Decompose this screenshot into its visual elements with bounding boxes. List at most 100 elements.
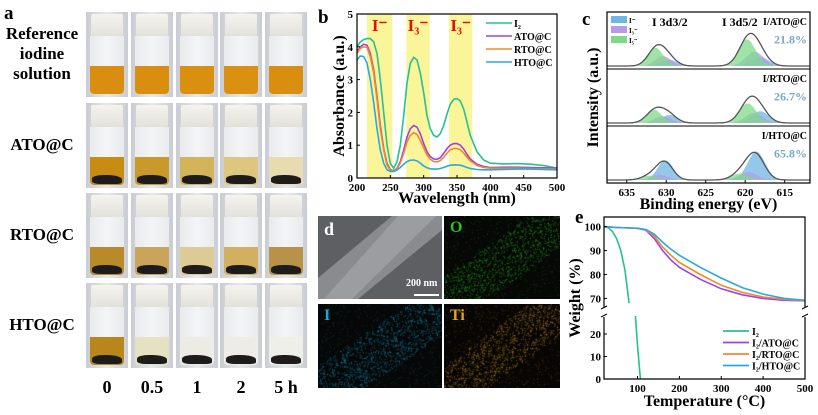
vial-photo xyxy=(220,283,262,368)
adsorbent-solid xyxy=(271,265,301,274)
vial-cap xyxy=(91,14,123,36)
highlight-band xyxy=(406,14,430,178)
adsorbent-solid xyxy=(92,355,122,364)
x-tick-label: 625 xyxy=(697,187,714,199)
vial-photo xyxy=(220,103,262,188)
vial-cap xyxy=(136,195,168,217)
vial-cap xyxy=(136,285,168,307)
envelope-line xyxy=(607,32,810,67)
adsorbent-solid xyxy=(92,265,122,274)
sample-label: I/HTO@C xyxy=(762,131,807,142)
vial-liquid xyxy=(180,66,214,94)
vial-cap xyxy=(225,105,257,127)
percent-label: 65.8% xyxy=(774,146,807,160)
axis-break-mark xyxy=(801,313,809,318)
x-tick-label: 250 xyxy=(382,182,399,194)
vial-cap xyxy=(270,285,302,307)
vial-photo xyxy=(131,12,173,97)
legend-swatch xyxy=(611,26,627,33)
axis-break-mark xyxy=(600,305,608,310)
adsorbent-solid xyxy=(182,355,212,364)
x-tick-label: 200 xyxy=(671,383,688,395)
vial-cap xyxy=(225,285,257,307)
sem-image: d 200 nm xyxy=(318,216,442,299)
y-tick-label: 0 xyxy=(348,173,354,185)
eds-map-i: I xyxy=(318,304,442,388)
peak-label: I 3d5/2 xyxy=(722,15,758,29)
band-label: I₃⁻ xyxy=(450,16,471,35)
percent-label: 26.7% xyxy=(774,89,807,103)
series-line xyxy=(634,315,642,380)
panel-letter-a: a xyxy=(4,3,14,24)
x-tick-label: 500 xyxy=(549,182,566,194)
vial-photo xyxy=(220,12,262,97)
x-tick-label: 300 xyxy=(415,182,432,194)
row-label: RTO@C xyxy=(9,225,75,244)
series-line xyxy=(356,45,558,172)
time-label: 5 h xyxy=(274,377,298,397)
x-tick-label: 400 xyxy=(482,182,499,194)
y-tick-label: 90 xyxy=(590,246,602,258)
legend-label: I₃⁻ xyxy=(629,27,638,35)
axis-break-mark xyxy=(801,305,809,310)
panel-letter-c: c xyxy=(582,9,591,30)
vial-cap xyxy=(270,14,302,36)
adsorbent-solid xyxy=(226,265,256,274)
eds-label-i: I xyxy=(324,307,331,324)
sample-label: I/RTO@C xyxy=(763,74,807,85)
vial-cap xyxy=(181,285,213,307)
x-axis-label: Temperature (°C) xyxy=(644,393,765,410)
vial-photo xyxy=(176,283,218,368)
legend-label: I⁻ xyxy=(629,17,636,25)
y-axis-label: Intensity (a.u.) xyxy=(585,47,602,147)
eds-label-o: O xyxy=(450,219,463,236)
eds-map-o: O xyxy=(444,216,560,299)
panel-letter-d: d xyxy=(324,219,335,239)
vial-photo xyxy=(86,103,128,188)
eds-label-ti: Ti xyxy=(450,307,465,324)
vial-cap xyxy=(181,195,213,217)
panel-letter-e: e xyxy=(575,207,584,228)
y-tick-label: 20 xyxy=(590,329,602,341)
y-tick-label: 4 xyxy=(348,42,354,54)
adsorbent-solid xyxy=(92,175,122,184)
legend-label: HTO@C xyxy=(514,58,553,69)
series-line xyxy=(603,225,630,304)
vial-photo xyxy=(176,103,218,188)
y-tick-label: 0 xyxy=(596,374,602,386)
vial-photo xyxy=(220,193,262,278)
y-tick-label: 100 xyxy=(585,222,602,234)
vial-photo xyxy=(265,103,307,188)
adsorbent-solid xyxy=(182,265,212,274)
vial-cap xyxy=(225,195,257,217)
highlight-band xyxy=(449,14,473,178)
legend-label: I₂/HTO@C xyxy=(752,362,800,373)
vial-photo xyxy=(265,283,307,368)
row-label: ATO@C xyxy=(10,135,74,154)
adsorbent-solid xyxy=(137,175,167,184)
legend-label: I₅⁻ xyxy=(629,37,638,45)
vial-cap xyxy=(91,285,123,307)
plot-frame xyxy=(603,216,806,307)
vial-photo xyxy=(86,283,128,368)
y-tick-label: 80 xyxy=(590,269,602,281)
x-tick-label: 620 xyxy=(737,187,754,199)
adsorbent-solid xyxy=(137,265,167,274)
series-line xyxy=(356,37,558,170)
time-label: 0.5 xyxy=(140,377,164,397)
envelope-line xyxy=(607,151,810,181)
vial-photo xyxy=(265,193,307,278)
sample-label: I/ATO@C xyxy=(763,17,807,28)
vial-cap xyxy=(136,14,168,36)
legend-swatch xyxy=(611,16,627,23)
x-tick-label: 615 xyxy=(776,187,793,199)
percent-label: 21.8% xyxy=(774,32,807,46)
x-tick-label: 500 xyxy=(797,383,814,395)
vial-photo xyxy=(176,12,218,97)
vial-cap xyxy=(181,105,213,127)
legend-label: I₂ xyxy=(752,327,759,338)
x-tick-label: 350 xyxy=(449,182,466,194)
axis-break-mark xyxy=(600,313,608,318)
